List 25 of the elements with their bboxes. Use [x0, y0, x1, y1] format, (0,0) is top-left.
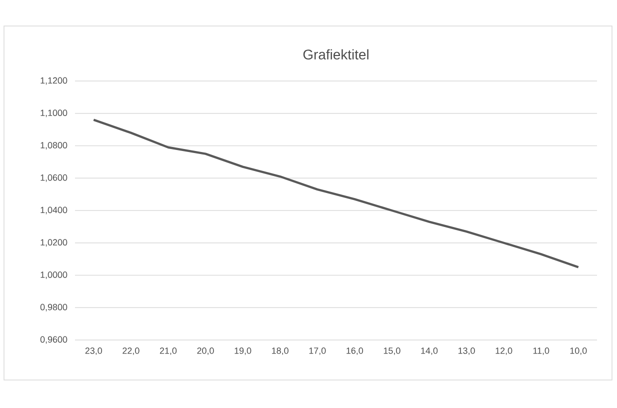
- y-tick-label: 0,9600: [40, 336, 68, 344]
- x-tick-label: 14,0: [421, 348, 438, 355]
- x-tick-label: 11,0: [533, 348, 550, 355]
- x-tick-label: 19,0: [234, 348, 252, 355]
- x-tick-label: 13,0: [458, 348, 475, 355]
- x-tick-label: 12,0: [496, 348, 512, 355]
- x-tick-label: 20,0: [197, 348, 214, 355]
- y-tick-label: 0,9800: [40, 304, 68, 312]
- y-tick-label: 1,0200: [40, 239, 68, 247]
- x-tick-label: 17,0: [309, 348, 326, 355]
- x-tick-label: 21,0: [160, 348, 177, 355]
- x-tick-label: 18,0: [272, 348, 288, 355]
- x-tick-label: 22,0: [122, 348, 140, 355]
- x-tick-label: 15,0: [384, 348, 400, 355]
- y-tick-label: 1,0400: [40, 206, 68, 214]
- x-tick-label: 23,0: [85, 348, 102, 355]
- y-tick-label: 1,1000: [40, 110, 68, 118]
- y-tick-label: 1,0800: [40, 142, 68, 150]
- y-tick-label: 1,1200: [40, 77, 68, 85]
- y-tick-label: 1,0600: [40, 174, 68, 182]
- line-series: [92, 118, 580, 268]
- chart-title: Grafiektitel: [303, 49, 368, 60]
- x-tick-label: 10,0: [570, 348, 587, 355]
- x-tick-label: 16,0: [346, 348, 364, 355]
- y-tick-label: 1,0000: [40, 272, 68, 279]
